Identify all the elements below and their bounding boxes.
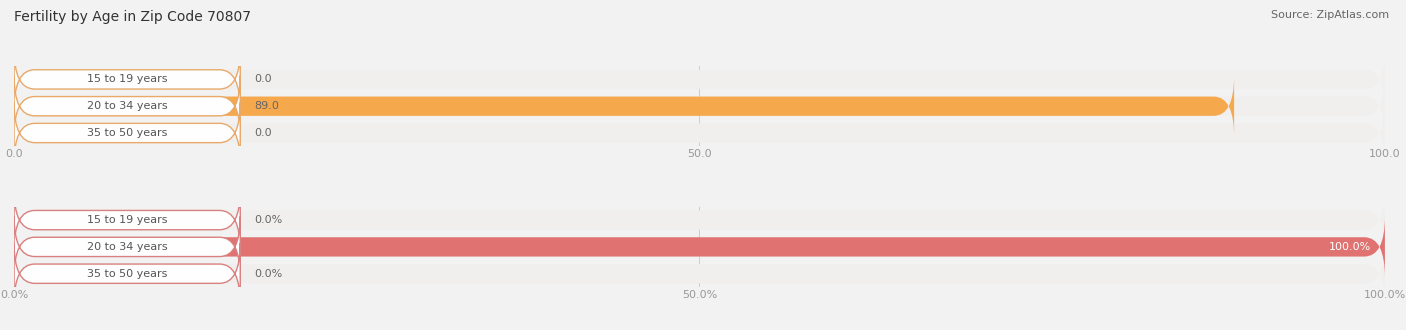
FancyBboxPatch shape	[14, 216, 1385, 278]
Text: Fertility by Age in Zip Code 70807: Fertility by Age in Zip Code 70807	[14, 10, 252, 24]
FancyBboxPatch shape	[14, 102, 240, 164]
FancyBboxPatch shape	[14, 189, 240, 251]
Text: 0.0%: 0.0%	[254, 215, 283, 225]
Text: 15 to 19 years: 15 to 19 years	[87, 74, 167, 84]
Text: 35 to 50 years: 35 to 50 years	[87, 269, 167, 279]
FancyBboxPatch shape	[14, 76, 1385, 137]
FancyBboxPatch shape	[14, 216, 1385, 278]
Text: 15 to 19 years: 15 to 19 years	[87, 215, 167, 225]
Text: 35 to 50 years: 35 to 50 years	[87, 128, 167, 138]
FancyBboxPatch shape	[14, 49, 1385, 110]
FancyBboxPatch shape	[14, 76, 240, 137]
Text: Source: ZipAtlas.com: Source: ZipAtlas.com	[1271, 10, 1389, 20]
Text: 89.0: 89.0	[254, 101, 278, 111]
FancyBboxPatch shape	[14, 243, 1385, 304]
FancyBboxPatch shape	[14, 243, 240, 304]
FancyBboxPatch shape	[14, 76, 1234, 137]
FancyBboxPatch shape	[14, 189, 1385, 251]
FancyBboxPatch shape	[14, 49, 240, 110]
Text: 100.0%: 100.0%	[1329, 242, 1371, 252]
FancyBboxPatch shape	[14, 216, 240, 278]
Text: 0.0%: 0.0%	[254, 269, 283, 279]
Text: 20 to 34 years: 20 to 34 years	[87, 101, 167, 111]
Text: 0.0: 0.0	[254, 128, 271, 138]
FancyBboxPatch shape	[14, 102, 1385, 164]
Text: 20 to 34 years: 20 to 34 years	[87, 242, 167, 252]
Text: 0.0: 0.0	[254, 74, 271, 84]
